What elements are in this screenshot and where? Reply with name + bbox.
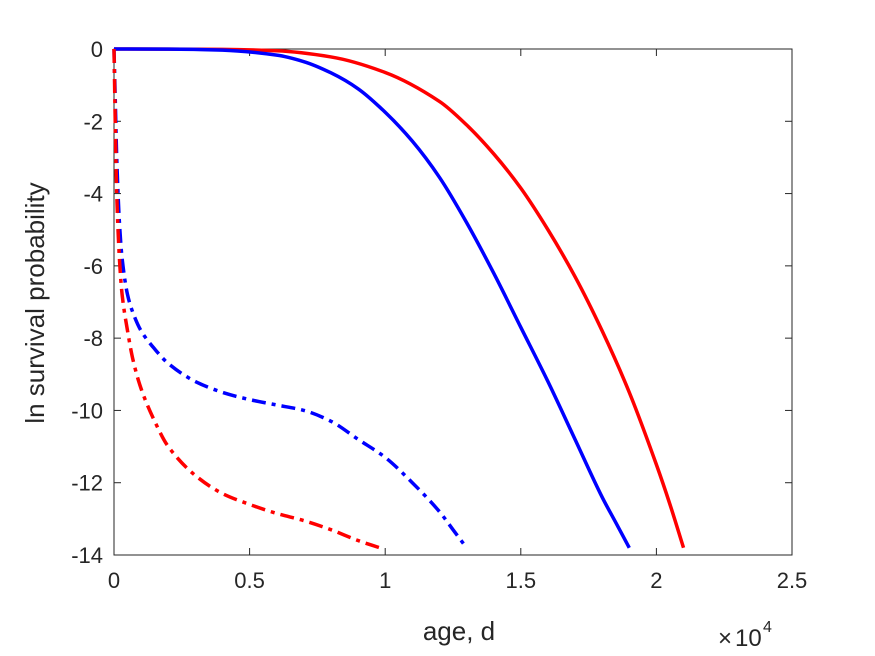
x-tick-label: 2.5	[777, 568, 808, 593]
series-line-1	[113, 47, 686, 549]
y-axis-label: ln survival probability	[20, 182, 50, 423]
series-lines	[112, 47, 686, 550]
series-line-4	[112, 48, 381, 550]
x-axis-multiplier: × 10 4	[718, 619, 772, 652]
x-tick-label: 1	[379, 568, 391, 593]
series-line-2	[113, 47, 631, 549]
y-tick-label: -12	[71, 471, 103, 496]
x-tick-label: 0.5	[234, 568, 265, 593]
series-line-3	[112, 48, 468, 549]
y-tick-label: 0	[91, 37, 103, 62]
x-tick-label: 1.5	[506, 568, 537, 593]
y-tick-label: -10	[71, 398, 103, 423]
x-multiplier-exponent: 4	[763, 619, 772, 636]
x-tick-label: 0	[108, 568, 120, 593]
x-multiplier-sign: ×	[718, 625, 732, 652]
y-tick-label: -4	[83, 182, 103, 207]
x-tick-label: 2	[650, 568, 662, 593]
x-axis-label: age, d	[423, 616, 495, 646]
y-axis-ticks: 0 -2 -4 -6 -8 -10 -12 -14	[71, 37, 792, 568]
x-multiplier-base: 10	[735, 625, 762, 652]
x-axis-ticks: 0 0.5 1 1.5 2 2.5	[108, 49, 807, 593]
y-tick-label: -2	[83, 109, 103, 134]
y-tick-label: -14	[71, 543, 103, 568]
plot-area	[113, 48, 793, 556]
y-tick-label: -6	[83, 254, 103, 279]
y-tick-label: -8	[83, 326, 103, 351]
